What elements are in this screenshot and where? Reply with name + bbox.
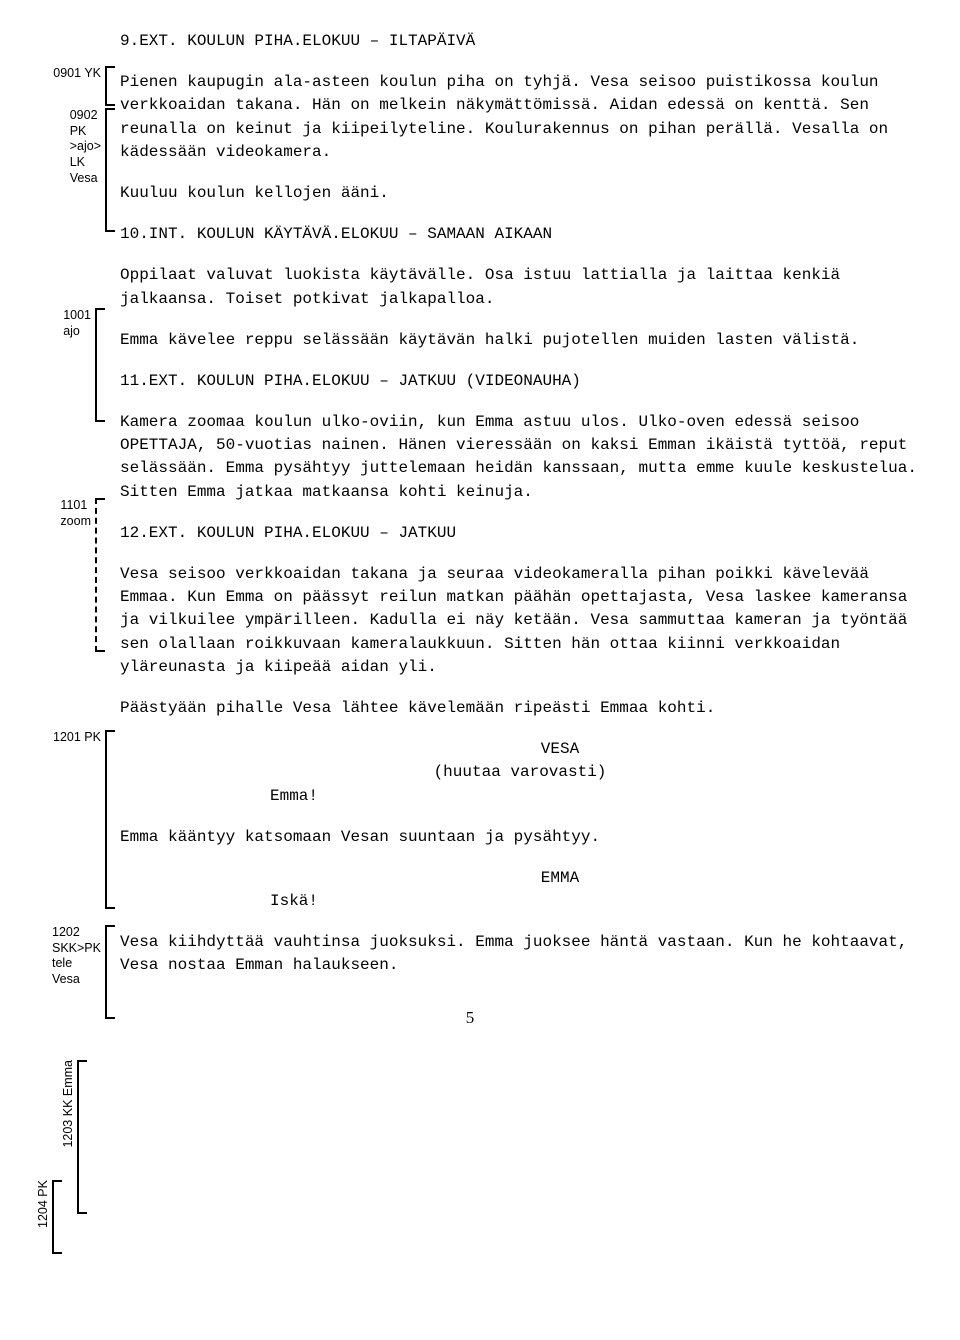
- shot-annotation-line: zoom: [60, 514, 91, 530]
- shot-annotation-line: 1201 PK: [53, 730, 101, 746]
- scene-heading: 9.EXT. KOULUN PIHA.ELOKUU – ILTAPÄIVÄ: [120, 30, 920, 53]
- bracket-icon: [105, 925, 115, 1019]
- page-number: 5: [20, 1006, 920, 1031]
- parenthetical: (huutaa varovasti): [120, 761, 920, 784]
- shot-annotation-line: 0902: [70, 108, 101, 124]
- shot-annotation: 1201 PK: [53, 730, 115, 905]
- action-paragraph: Emma kääntyy katsomaan Vesan suuntaan ja…: [120, 826, 920, 849]
- shot-annotation-line: Vesa: [52, 972, 101, 988]
- dialogue-line: Iskä!: [120, 890, 920, 913]
- shot-annotation-label: 0902PK>ajo>LKVesa: [70, 108, 105, 186]
- shot-annotation-label: 1001ajo: [63, 308, 95, 339]
- shot-annotation-label: 1203 KK Emma: [59, 1060, 77, 1148]
- shot-annotation-label: 0901 YK: [53, 66, 105, 82]
- action-paragraph: Vesa seisoo verkkoaidan takana ja seuraa…: [120, 563, 920, 679]
- character-cue: VESA: [120, 738, 920, 761]
- shot-annotation: 0902PK>ajo>LKVesa: [70, 108, 115, 228]
- shot-annotation-line: 0901 YK: [53, 66, 101, 82]
- shot-annotation-line: 1202: [52, 925, 101, 941]
- screenplay-content: 9.EXT. KOULUN PIHA.ELOKUU – ILTAPÄIVÄ Pie…: [115, 30, 920, 996]
- action-paragraph: Päästyään pihalle Vesa lähtee kävelemään…: [120, 697, 920, 720]
- shot-annotation-label: 1101zoom: [60, 498, 95, 529]
- shot-annotation: 1101zoom: [60, 498, 105, 648]
- scene-heading: 11.EXT. KOULUN PIHA.ELOKUU – JATKUU (VID…: [120, 370, 920, 393]
- shot-annotation-label: 1201 PK: [53, 730, 105, 746]
- bracket-icon: [95, 308, 105, 422]
- bracket-icon: [105, 108, 115, 232]
- action-paragraph: Vesa kiihdyttää vauhtinsa juoksuksi. Emm…: [120, 931, 920, 977]
- shot-annotation-line: 1204 PK: [36, 1180, 52, 1228]
- scene-heading: 12.EXT. KOULUN PIHA.ELOKUU – JATKUU: [120, 522, 920, 545]
- margin-annotation-column: 0901 YK0902PK>ajo>LKVesa1001ajo1101zoom1…: [20, 30, 115, 996]
- dialogue-line: Emma!: [120, 785, 920, 808]
- action-paragraph: Emma kävelee reppu selässään käytävän ha…: [120, 329, 920, 352]
- shot-annotation-line: 1101: [60, 498, 91, 514]
- shot-annotation-line: PK: [70, 124, 101, 140]
- page: 0901 YK0902PK>ajo>LKVesa1001ajo1101zoom1…: [20, 30, 920, 996]
- shot-annotation: 1202SKK>PKteleVesa: [52, 925, 115, 1015]
- shot-annotation-line: LK: [70, 155, 101, 171]
- shot-annotation-line: >ajo>: [70, 139, 101, 155]
- shot-annotation: 1203 KK Emma: [59, 1060, 87, 1210]
- bracket-icon: [95, 498, 105, 652]
- shot-annotation: 1001ajo: [63, 308, 105, 418]
- bracket-icon: [52, 1180, 62, 1254]
- shot-annotation: 1204 PK: [34, 1180, 62, 1250]
- shot-annotation-label: 1202SKK>PKteleVesa: [52, 925, 105, 988]
- shot-annotation-line: SKK>PK: [52, 941, 101, 957]
- bracket-icon: [105, 66, 115, 106]
- shot-annotation: 0901 YK: [53, 66, 115, 102]
- shot-annotation-line: 1001: [63, 308, 91, 324]
- shot-annotation-label: 1204 PK: [34, 1180, 52, 1228]
- character-cue: EMMA: [120, 867, 920, 890]
- action-paragraph: Kuuluu koulun kellojen ääni.: [120, 182, 920, 205]
- scene-heading: 10.INT. KOULUN KÄYTÄVÄ.ELOKUU – SAMAAN A…: [120, 223, 920, 246]
- bracket-icon: [105, 730, 115, 909]
- shot-annotation-line: Vesa: [70, 171, 101, 187]
- bracket-icon: [77, 1060, 87, 1214]
- shot-annotation-line: 1203 KK Emma: [61, 1060, 77, 1148]
- action-paragraph: Oppilaat valuvat luokista käytävälle. Os…: [120, 264, 920, 310]
- action-paragraph: Kamera zoomaa koulun ulko-oviin, kun Emm…: [120, 411, 920, 504]
- shot-annotation-line: tele: [52, 956, 101, 972]
- action-paragraph: Pienen kaupugin ala-asteen koulun piha o…: [120, 71, 920, 164]
- shot-annotation-line: ajo: [63, 324, 91, 340]
